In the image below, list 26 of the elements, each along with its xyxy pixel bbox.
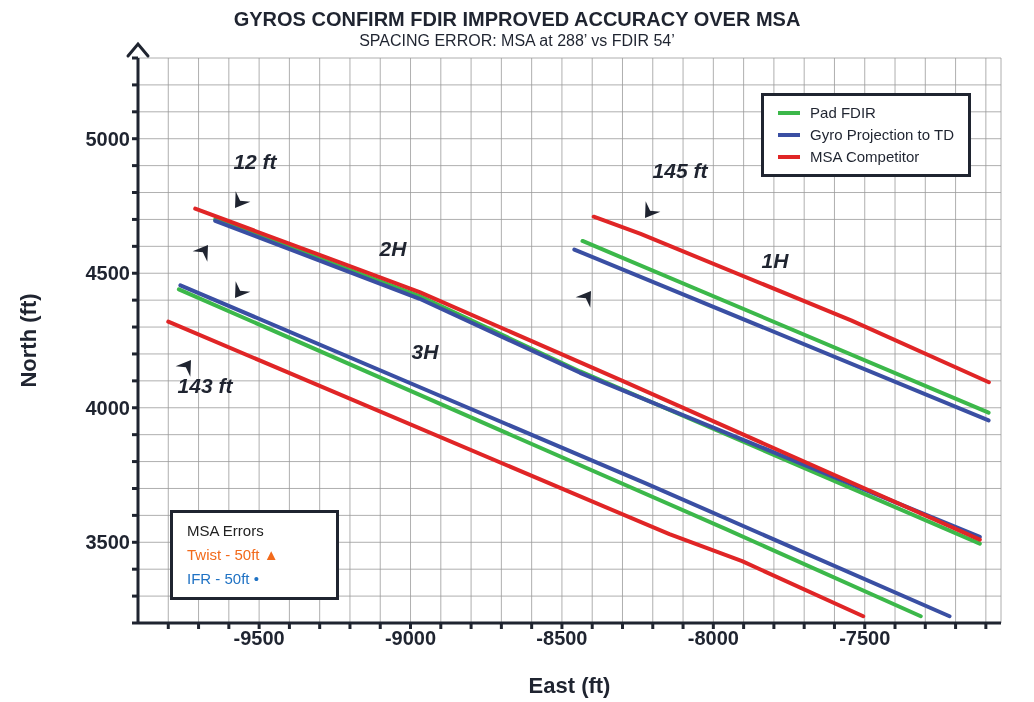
note-box: MSA Errors Twist - 50ft ▲ IFR - 50ft • — [170, 510, 339, 600]
annotation: Twist - 50ft ▲ — [187, 545, 280, 565]
legend-label: MSA Competitor — [809, 147, 921, 167]
y-axis-title: North (ft) — [15, 293, 41, 388]
annotation: 145 ft — [651, 159, 709, 183]
legend-label: Gyro Projection to TD — [809, 125, 954, 145]
y-tick-label: 4000 — [85, 396, 130, 419]
chart-subtitle: SPACING ERROR: MSA at 288’ vs FDIR 54’ — [358, 32, 676, 50]
y-tick-label: 3500 — [85, 531, 130, 554]
annotation: IFR - 50ft • — [187, 569, 260, 589]
annotation: MSA Errors — [187, 521, 265, 541]
annotation: 143 ft — [176, 374, 234, 398]
legend-label: Pad FDIR — [809, 103, 877, 123]
y-tick-label: 4500 — [85, 262, 130, 285]
x-axis-title: East (ft) — [528, 673, 611, 698]
annotation: 1H — [760, 249, 790, 273]
annotation: 2H — [378, 237, 408, 261]
x-tick-label: -9500 — [233, 627, 285, 650]
annotation: 12 ft — [232, 150, 278, 174]
y-tick-label: 5000 — [85, 127, 130, 150]
annotation: 3H — [410, 340, 440, 364]
x-tick-label: -9000 — [384, 627, 437, 650]
x-tick-label: -8500 — [536, 627, 588, 650]
x-tick-label: -7500 — [839, 627, 891, 650]
x-tick-label: -8000 — [687, 627, 739, 650]
chart-title: GYROS CONFIRM FDIR IMPROVED ACCURACY OVER MSA — [232, 8, 802, 31]
